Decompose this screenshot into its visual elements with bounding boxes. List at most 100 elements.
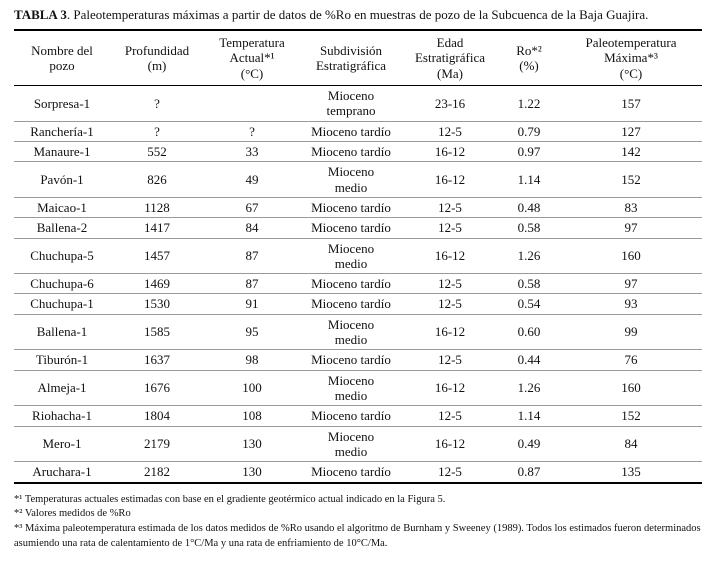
- table-cell: 16-12: [402, 161, 498, 198]
- table-cell: 1457: [110, 238, 204, 275]
- table-row: Pavón-1 826 49 Mioceno medio 16-12 1.14 152: [14, 161, 702, 198]
- table-cell: [204, 85, 300, 122]
- table-cell: 2182: [144, 464, 170, 480]
- table-cell: Mioceno tardío: [300, 121, 402, 142]
- table-cell: 108: [204, 405, 300, 427]
- table-cell: 16-12: [402, 370, 498, 407]
- footnote-1: *¹ Temperaturas actuales estimadas con b…: [14, 493, 446, 505]
- footnote-2: *² Valores medidos de %Ro: [14, 508, 131, 520]
- table-cell: 12-5: [438, 464, 462, 480]
- table-cell: 0.60: [498, 314, 560, 351]
- table-cell: ?: [110, 121, 204, 142]
- table-row: Aruchara-1 2182 130 Mioceno tardío 12-5 0.87 1…: [14, 462, 702, 483]
- column-header: Edad Estratigráfica (Ma): [402, 29, 498, 86]
- table-cell: 0.58: [498, 273, 560, 295]
- table-cell: Mioceno tardío: [300, 293, 402, 315]
- table-cell: 83: [560, 197, 702, 219]
- table-cell: Mioceno tardío: [300, 141, 402, 163]
- table-cell: 0.79: [498, 121, 560, 142]
- table-row: Almeja-1 1676 100 Mioceno medio 16-12 1.26 160: [14, 370, 702, 407]
- table-caption-label: TABLA 3: [14, 7, 67, 22]
- table-cell: ?: [204, 121, 300, 142]
- table-cell: 1469: [110, 273, 204, 295]
- table-cell: 16-12: [402, 238, 498, 275]
- table-cell: 1417: [110, 217, 204, 239]
- table-cell: Almeja-1: [14, 370, 110, 407]
- table-cell: 1637: [110, 349, 204, 371]
- column-header: Nombre del pozo: [14, 29, 110, 86]
- column-header: Paleotemperatura Máxima*³ (°C): [560, 29, 702, 86]
- table-cell: 0.87: [517, 464, 541, 480]
- table-row: Tiburón-1 1637 98 Mioceno tardío 12-5 0.44 76: [14, 349, 702, 371]
- table-cell: Mioceno tardío: [300, 197, 402, 219]
- table-cell: Pavón-1: [14, 161, 110, 198]
- table-cell: Mioceno medio: [300, 161, 402, 198]
- table-cell: 16-12: [402, 314, 498, 351]
- table-cell: Mioceno tardío: [300, 217, 402, 239]
- table-cell: Riohacha-1: [14, 405, 110, 427]
- column-header: Profundidad (m): [110, 29, 204, 86]
- table-row: Ranchería-1?? Mioceno tardío 12-5 0.79 127: [14, 121, 702, 142]
- table-cell: 12-5: [402, 217, 498, 239]
- table-cell: Mioceno tardío: [300, 349, 402, 371]
- table-row: Manaure-1 552 33 Mioceno tardío 16-12 0.97 142: [14, 141, 702, 163]
- table-cell: Ballena-2: [14, 217, 110, 239]
- table-cell: 0.49: [498, 426, 560, 463]
- table-cell: 0.44: [498, 349, 560, 371]
- table-row: Chuchupa-6 1469 87 Mioceno tardío 12-5 0.58 97: [14, 273, 702, 295]
- table-cell: 2179: [110, 426, 204, 463]
- table-cell: 0.58: [498, 217, 560, 239]
- table-cell: Chuchupa-1: [14, 293, 110, 315]
- table-cell: 12-5: [402, 197, 498, 219]
- table-cell: 87: [204, 273, 300, 295]
- table-cell: Mioceno tardío: [311, 464, 391, 480]
- table-cell: 98: [204, 349, 300, 371]
- table-cell: Chuchupa-5: [14, 238, 110, 275]
- table-cell: Manaure-1: [14, 141, 110, 163]
- table-header: Nombre del pozo Profundidad (m) Temperatur…: [14, 29, 702, 86]
- table-cell: 49: [204, 161, 300, 198]
- table-cell: 97: [560, 217, 702, 239]
- table-cell: Mioceno tardío: [300, 273, 402, 295]
- table-cell: Mioceno medio: [300, 314, 402, 351]
- table-cell: 152: [560, 405, 702, 427]
- table-cell: Sorpresa-1: [14, 85, 110, 122]
- table-cell: Mioceno tardío: [300, 405, 402, 427]
- table-cell: Mioceno medio: [300, 426, 402, 463]
- table-cell: 91: [204, 293, 300, 315]
- column-header: Ro*² (%): [498, 29, 560, 86]
- header-row: Nombre del pozo Profundidad (m) Temperatur…: [14, 29, 702, 86]
- table-cell: 1.26: [498, 370, 560, 407]
- table-cell: 16-12: [402, 426, 498, 463]
- table-caption: TABLA 3. Paleotemperaturas máximas a par…: [14, 7, 702, 24]
- table-cell: Tiburón-1: [14, 349, 110, 371]
- table-row: Mero-1 2179 130 Mioceno medio 16-12 0.49 84: [14, 426, 702, 463]
- table-cell: 12-5: [402, 349, 498, 371]
- footnotes: *¹ Temperaturas actuales estimadas con b…: [14, 493, 706, 552]
- table-cell: 16-12: [402, 141, 498, 163]
- table-cell: 95: [204, 314, 300, 351]
- table-cell: Mioceno medio: [300, 370, 402, 407]
- table-cell: 87: [204, 238, 300, 275]
- table-cell: 12-5: [402, 293, 498, 315]
- table-cell: Ranchería-1: [14, 121, 110, 142]
- table-cell: 76: [560, 349, 702, 371]
- table-cell: 1.14: [498, 405, 560, 427]
- table-cell: 1128: [110, 197, 204, 219]
- table-cell: 33: [204, 141, 300, 163]
- table-cell: Aruchara-1: [32, 464, 92, 480]
- table-body: Sorpresa-1? Mioceno temprano 23-16 1.22 157 R…: [14, 85, 702, 482]
- document-page: TABLA 3. Paleotemperaturas máximas a par…: [14, 7, 706, 552]
- table-cell: 1676: [110, 370, 204, 407]
- table-row: Sorpresa-1? Mioceno temprano 23-16 1.22 157: [14, 85, 702, 122]
- table-cell: 97: [560, 273, 702, 295]
- footnote-3: *³ Máxima paleotemperatura estimada de l…: [14, 523, 701, 549]
- table-cell: Ballena-1: [14, 314, 110, 351]
- table-cell: 84: [560, 426, 702, 463]
- table-cell: Mioceno temprano: [300, 85, 402, 122]
- table-cell: 135: [621, 464, 641, 480]
- table-cell: 23-16: [402, 85, 498, 122]
- table-cell: 157: [560, 85, 702, 122]
- table-row: Ballena-1 1585 95 Mioceno medio 16-12 0.60 99: [14, 314, 702, 351]
- table-cell: 93: [560, 293, 702, 315]
